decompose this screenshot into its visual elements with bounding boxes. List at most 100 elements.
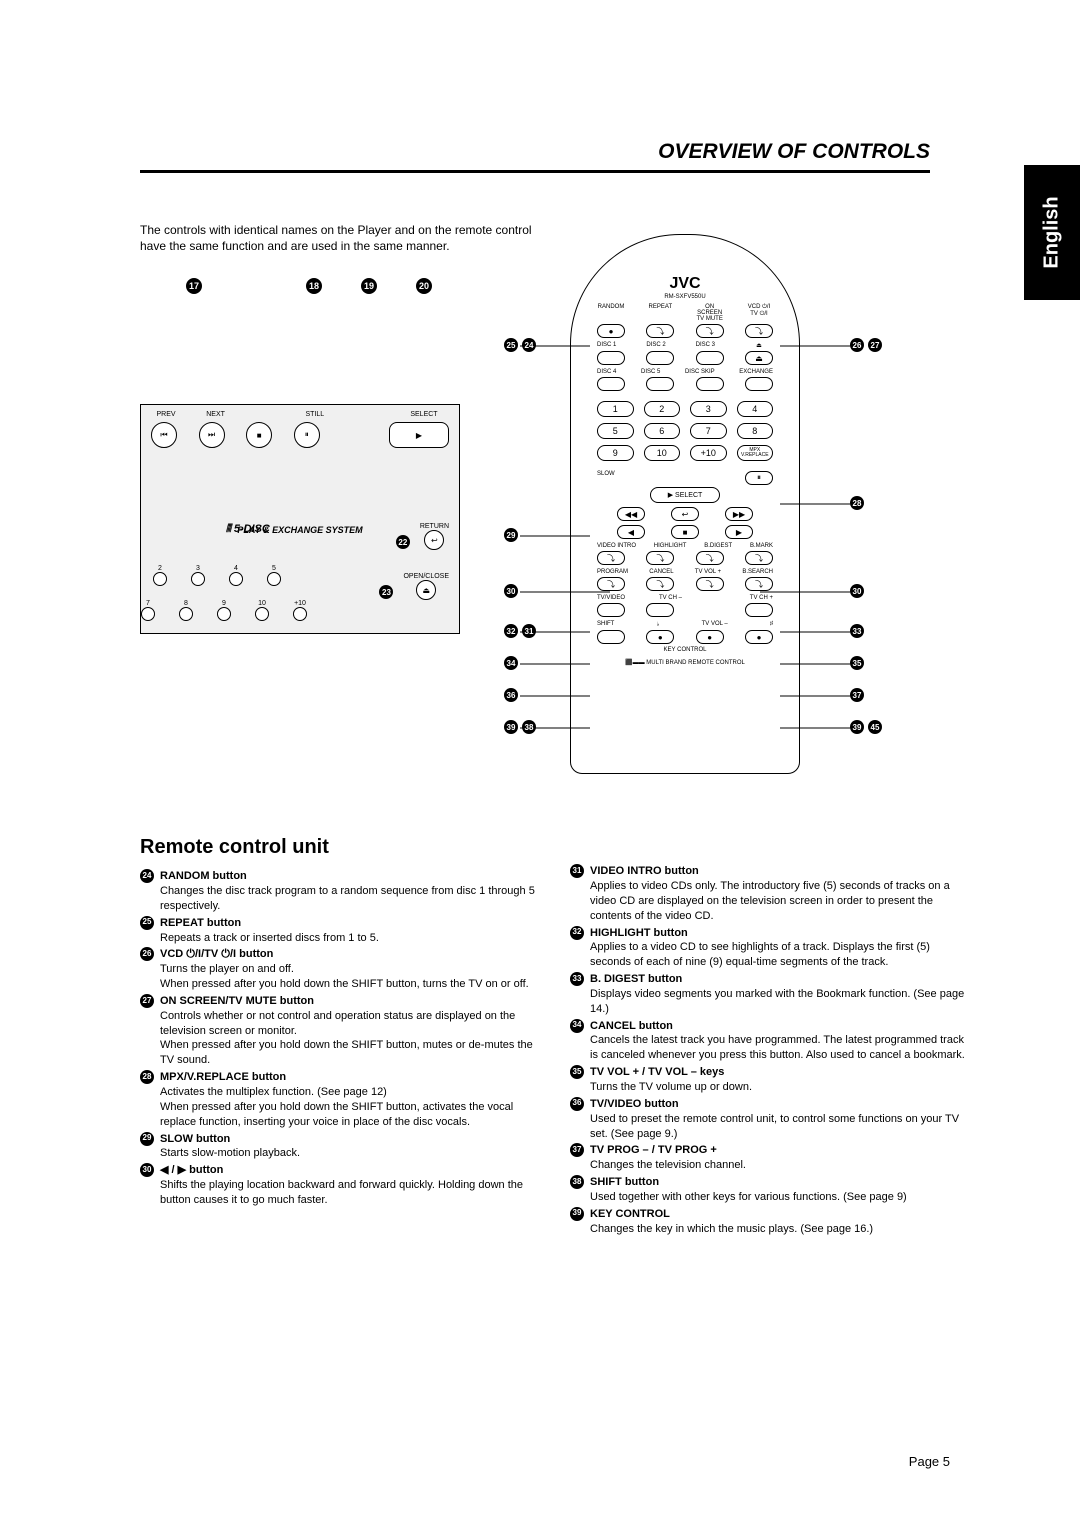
num-10[interactable]: 10 <box>644 445 681 461</box>
keysharp-button[interactable]: ● <box>745 630 773 644</box>
callout-45: 45 <box>868 720 882 734</box>
select-label: SELECT <box>399 411 449 418</box>
item-desc: Starts slow-motion playback. <box>160 1146 540 1161</box>
num-2[interactable]: 2 <box>644 401 681 417</box>
desc-item: 34CANCEL buttonCancels the latest track … <box>570 1019 970 1064</box>
eject-button[interactable]: ⏏ <box>745 351 773 365</box>
prev-button[interactable]: ⏮ <box>151 422 177 448</box>
stop-button[interactable]: ■ <box>671 525 699 539</box>
stop-label <box>250 411 280 418</box>
shift-button[interactable] <box>597 630 625 644</box>
item-desc: Used to preset the remote control unit, … <box>590 1112 970 1142</box>
disc-btn[interactable] <box>217 607 231 621</box>
disc-btn[interactable] <box>267 572 281 586</box>
item-desc: Repeats a track or inserted discs from 1… <box>160 931 540 946</box>
random-button[interactable]: ● <box>597 324 625 338</box>
program-button[interactable]: ⤵ <box>597 577 625 591</box>
disc-btn[interactable] <box>153 572 167 586</box>
disc-btn[interactable] <box>229 572 243 586</box>
item-body: RANDOM buttonChanges the disc track prog… <box>160 869 540 914</box>
tvvoldown-button[interactable]: ● <box>696 630 724 644</box>
disc-btn[interactable] <box>255 607 269 621</box>
item-title: TV/VIDEO button <box>590 1097 970 1112</box>
item-body: SLOW buttonStarts slow-motion playback. <box>160 1132 540 1162</box>
select-button[interactable]: ▶ <box>389 422 449 448</box>
item-desc: Changes the disc track program to a rand… <box>160 884 540 914</box>
num-7[interactable]: 7 <box>690 423 727 439</box>
disc4-button[interactable] <box>597 377 625 391</box>
tvvolup-button[interactable]: ⤵ <box>696 577 724 591</box>
item-title: ◀ / ▶ button <box>160 1163 540 1178</box>
item-number: 37 <box>570 1143 584 1157</box>
page: OVERVIEW OF CONTROLS English The control… <box>0 0 1080 1529</box>
fwd-button[interactable]: ▶ <box>725 525 753 539</box>
num-6[interactable]: 6 <box>644 423 681 439</box>
disc-btn[interactable] <box>141 607 155 621</box>
repeat-button[interactable]: ⤵ <box>646 324 674 338</box>
callout-34: 34 <box>504 656 518 670</box>
desc-item: 26VCD ⏻/I/TV ⏻/I buttonTurns the player … <box>140 947 540 992</box>
cancel-button[interactable]: ⤵ <box>646 577 674 591</box>
disc3-button[interactable] <box>696 351 724 365</box>
onscreen-button[interactable]: ⤵ <box>696 324 724 338</box>
desc-item: 24RANDOM buttonChanges the disc track pr… <box>140 869 540 914</box>
next-button[interactable]: ⏭ <box>199 422 225 448</box>
player-row-buttons: ⏮ ⏭ ■ ⏸ ▶ <box>141 420 459 450</box>
numpad: 1 2 3 4 5 6 7 8 9 10 +10 MPX V.REPLACE <box>597 401 773 461</box>
item-body: ON SCREEN/TV MUTE buttonControls whether… <box>160 994 540 1068</box>
mpx-button[interactable]: MPX V.REPLACE <box>737 445 774 461</box>
video-intro-button[interactable]: ⤵ <box>597 551 625 565</box>
rew-button[interactable]: ◀◀ <box>617 507 645 521</box>
desc-item: 33B. DIGEST buttonDisplays video segment… <box>570 972 970 1017</box>
disc-btn[interactable] <box>293 607 307 621</box>
tvchdown-button[interactable] <box>646 603 674 617</box>
num-4[interactable]: 4 <box>737 401 774 417</box>
desc-item: 32HIGHLIGHT buttonApplies to a video CD … <box>570 926 970 971</box>
page-number: Page 5 <box>909 1454 950 1469</box>
callout-27: 27 <box>868 338 882 352</box>
return-area: RETURN 22↩ <box>420 523 449 550</box>
bdigest-button[interactable]: ⤵ <box>696 551 724 565</box>
player-small-row1: 2 3 4 5 <box>153 565 281 588</box>
stop-button[interactable]: ■ <box>246 422 272 448</box>
item-body: B. DIGEST buttonDisplays video segments … <box>590 972 970 1017</box>
discskip-button[interactable] <box>696 377 724 391</box>
disc2-button[interactable] <box>646 351 674 365</box>
vcd-power-button[interactable]: ⤵ <box>745 324 773 338</box>
num-3[interactable]: 3 <box>690 401 727 417</box>
exchange-button[interactable] <box>745 377 773 391</box>
callout-35: 35 <box>850 656 864 670</box>
keyflat-button[interactable]: ● <box>646 630 674 644</box>
tvchup-button[interactable] <box>745 603 773 617</box>
num-5[interactable]: 5 <box>597 423 634 439</box>
ff-button[interactable]: ▶▶ <box>725 507 753 521</box>
item-body: TV VOL + / TV VOL – keysTurns the TV vol… <box>590 1065 970 1095</box>
return-button[interactable]: ↩ <box>424 530 444 550</box>
num-8[interactable]: 8 <box>737 423 774 439</box>
item-title: REPEAT button <box>160 916 540 931</box>
item-title: SHIFT button <box>590 1175 970 1190</box>
callout-38: 38 <box>522 720 536 734</box>
open-label: OPEN/CLOSE <box>403 573 449 580</box>
callout-17: 17 <box>186 278 202 294</box>
disc-btn[interactable] <box>191 572 205 586</box>
item-body: VIDEO INTRO buttonApplies to video CDs o… <box>590 864 970 923</box>
item-desc: Controls whether or not control and oper… <box>160 1009 540 1068</box>
num-1[interactable]: 1 <box>597 401 634 417</box>
num-9[interactable]: 9 <box>597 445 634 461</box>
highlight-button[interactable]: ⤵ <box>646 551 674 565</box>
still-button[interactable]: ⏸ <box>294 422 320 448</box>
return-button[interactable]: ↩ <box>671 507 699 521</box>
bsearch-button[interactable]: ⤵ <box>745 577 773 591</box>
callout-23: 23 <box>379 585 393 599</box>
bmark-button[interactable]: ⤵ <box>745 551 773 565</box>
disc-btn[interactable] <box>179 607 193 621</box>
disc5-button[interactable] <box>646 377 674 391</box>
tvvideo-button[interactable] <box>597 603 625 617</box>
disc1-button[interactable] <box>597 351 625 365</box>
open-button[interactable]: ⏏ <box>416 580 436 600</box>
pause-button[interactable]: ⏸ <box>745 471 773 485</box>
num-plus10[interactable]: +10 <box>690 445 727 461</box>
back-button[interactable]: ◀ <box>617 525 645 539</box>
select-play-button[interactable]: ▶ SELECT <box>650 487 720 503</box>
